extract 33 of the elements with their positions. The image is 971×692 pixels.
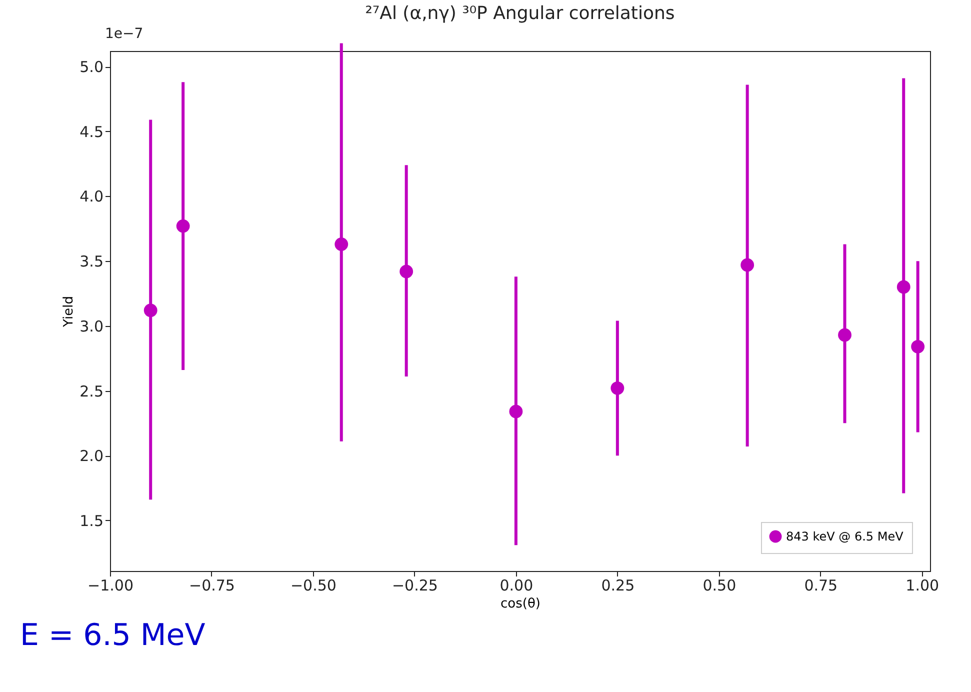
y-axis-title: Yield [62, 296, 77, 328]
x-tick-label: 0.25 [601, 576, 635, 594]
point [896, 280, 910, 294]
x-tick-label: −0.25 [392, 576, 438, 594]
point [838, 328, 852, 342]
x-tick-label: 0.50 [702, 576, 736, 594]
point [400, 264, 414, 278]
y-tick-label: 3.0 [80, 317, 104, 336]
y-tick-label: 5.0 [80, 58, 104, 76]
point [334, 238, 348, 251]
x-tick-label: −0.75 [189, 576, 235, 594]
y-tick-label: 4.0 [80, 188, 104, 206]
x-tick-label: 0.75 [804, 576, 838, 594]
chart-title: ²⁷Al (α,nγ) ³⁰P Angular correlations [365, 3, 675, 24]
y-tick-label: 1.5 [80, 512, 104, 530]
text: 1e−7 [105, 26, 144, 42]
point [144, 304, 158, 318]
y-tick-label: 2.0 [80, 447, 104, 466]
y-tick-label: 2.5 [80, 382, 104, 400]
point [740, 258, 754, 272]
point [176, 219, 190, 233]
point [610, 381, 624, 395]
x-tick-label: 0.00 [500, 576, 534, 594]
x-tick-label: 1.00 [906, 576, 940, 594]
point [509, 404, 523, 418]
y-tick-label: 3.5 [80, 252, 104, 271]
x-tick-label: −0.50 [290, 576, 336, 594]
y-tick-label: 4.5 [80, 122, 104, 141]
x-axis-title: cos(θ) [500, 596, 540, 612]
x-tick-label: −1.00 [88, 576, 134, 594]
text: E = 6.5 MeV [20, 618, 206, 653]
legend-label: 843 keV @ 6.5 MeV [786, 530, 904, 544]
point [911, 340, 925, 354]
